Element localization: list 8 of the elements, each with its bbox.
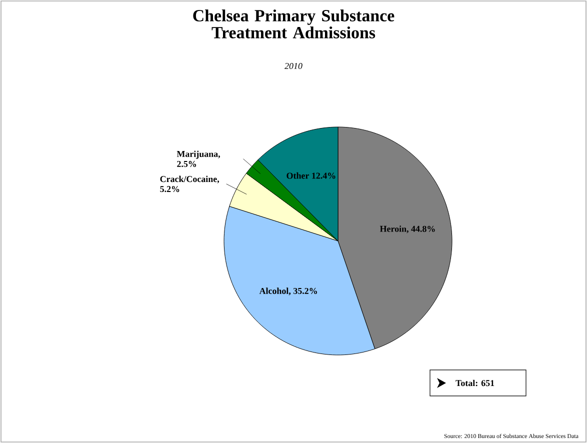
- slice-label: Alcohol, 35.2%: [259, 288, 317, 296]
- slice-label: Marijuana, 2.5%: [176, 150, 220, 168]
- slice-label: Crack/Cocaine, 5.2%: [160, 176, 220, 192]
- slice-label: Heroin, 44.8%: [380, 226, 435, 234]
- chart-subtitle: 2010: [284, 62, 302, 70]
- chart-title: Chelsea Primary Substance Treatment Admissions: [193, 10, 394, 38]
- text: Total: 651: [456, 380, 494, 386]
- slice-label: Other 12.4%: [286, 172, 336, 179]
